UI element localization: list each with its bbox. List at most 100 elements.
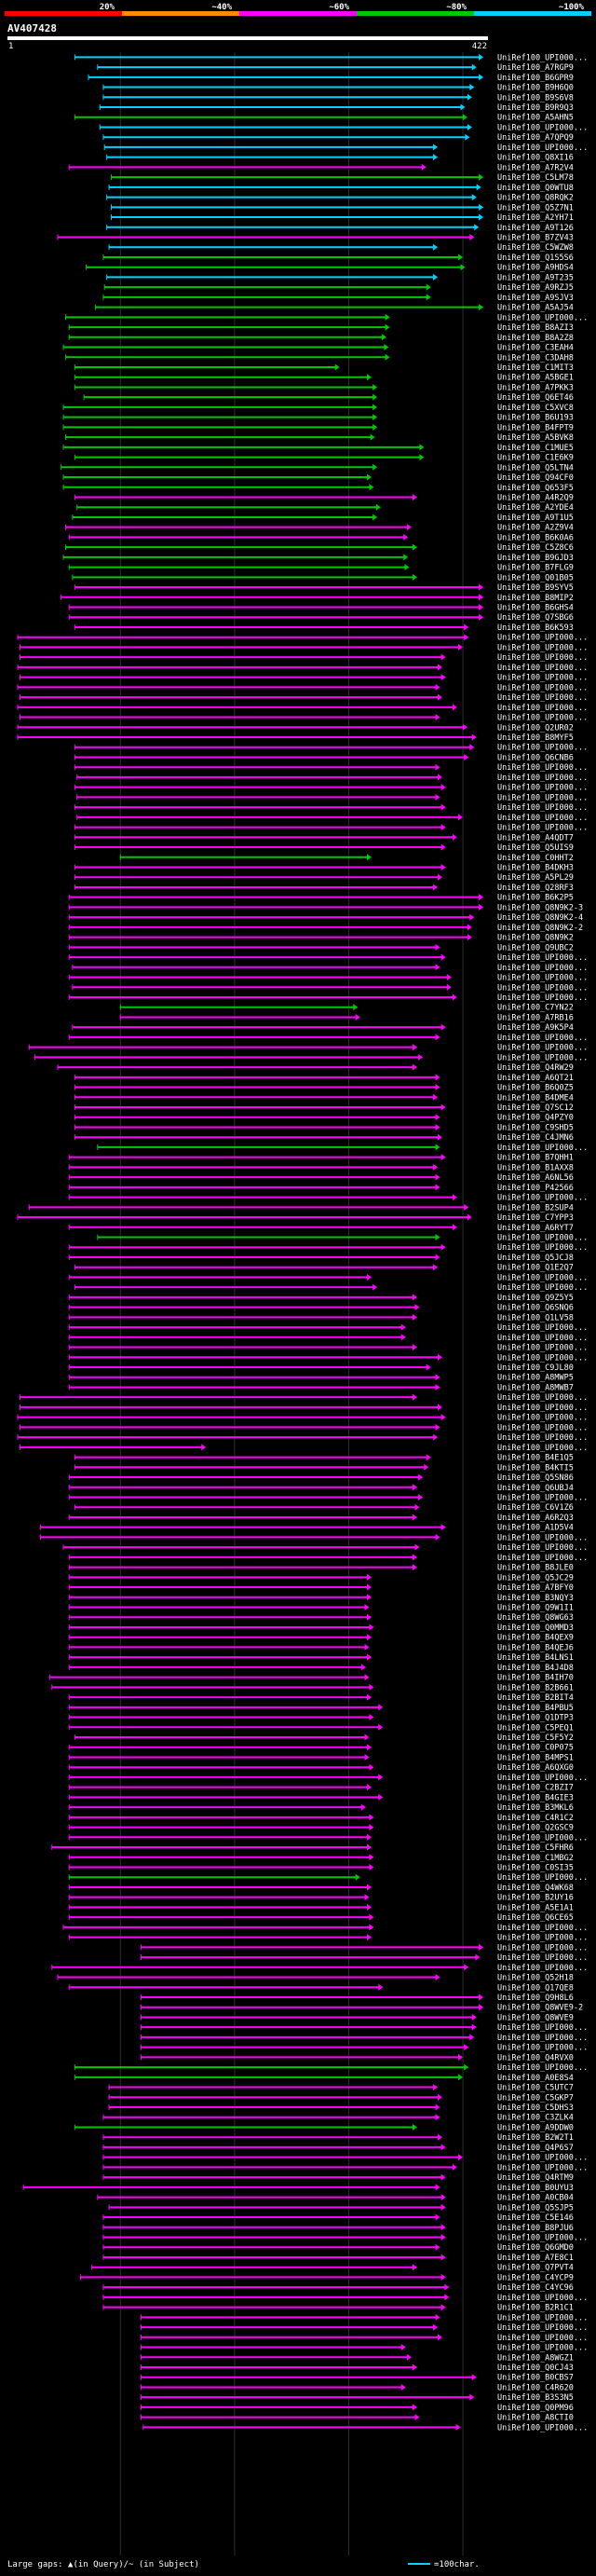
hit-label[interactable]: UniRef100_B4E1Q5	[497, 1454, 574, 1463]
hit-row[interactable]: UniRef100_B8MYF5	[17, 733, 574, 743]
hit-row[interactable]: UniRef100_P42566	[68, 1184, 574, 1193]
hit-label[interactable]: UniRef100_B9GJD3	[497, 554, 574, 563]
hit-row[interactable]: UniRef100_UPI000...	[19, 653, 588, 663]
hit-label[interactable]: UniRef100_UPI000...	[497, 2323, 588, 2333]
hit-row[interactable]: UniRef100_Q5SJP5	[108, 2203, 574, 2213]
hit-label[interactable]: UniRef100_B2R1C1	[497, 2304, 574, 2313]
hit-row[interactable]: UniRef100_B4LNS1	[68, 1653, 574, 1663]
hit-label[interactable]: UniRef100_B2BIT4	[497, 1693, 574, 1703]
hit-row[interactable]: UniRef100_Q653F5	[62, 484, 574, 493]
hit-row[interactable]: UniRef100_Q4RW29	[57, 1063, 574, 1073]
hit-label[interactable]: UniRef100_C4YC96	[497, 2283, 574, 2293]
hit-label[interactable]: UniRef100_B2B661	[497, 1683, 574, 1692]
hit-row[interactable]: UniRef100_UPI000...	[97, 1144, 588, 1153]
hit-row[interactable]: UniRef100_A7QPQ9	[102, 133, 574, 143]
hit-row[interactable]: UniRef100_B4PBU5	[68, 1704, 574, 1713]
hit-row[interactable]: UniRef100_UPI000...	[68, 1554, 588, 1563]
hit-row[interactable]: UniRef100_B4MPS1	[68, 1753, 574, 1762]
hit-label[interactable]: UniRef100_B4PBU5	[497, 1704, 574, 1713]
hit-label[interactable]: UniRef100_C7YN22	[497, 1004, 574, 1013]
hit-label[interactable]: UniRef100_Q4RTM9	[497, 2173, 574, 2183]
hit-label[interactable]: UniRef100_UPI000...	[497, 1423, 588, 1432]
hit-row[interactable]: UniRef100_Q5SN86	[68, 1473, 574, 1483]
hit-label[interactable]: UniRef100_C3EAH4	[497, 344, 574, 353]
hit-row[interactable]: UniRef100_UPI000...	[140, 2034, 588, 2043]
hit-label[interactable]: UniRef100_Q5SN86	[497, 1473, 574, 1483]
hit-label[interactable]: UniRef100_A9SJV3	[497, 294, 574, 303]
hit-label[interactable]: UniRef100_B7QHH1	[497, 1154, 574, 1163]
hit-label[interactable]: UniRef100_UPI000...	[497, 1833, 588, 1843]
hit-row[interactable]: UniRef100_C5F5Y2	[74, 1733, 574, 1743]
hit-label[interactable]: UniRef100_A6R2Q3	[497, 1514, 574, 1523]
hit-label[interactable]: UniRef100_C2BZI7	[497, 1784, 574, 1793]
hit-row[interactable]: UniRef100_B8A2Z8	[68, 334, 574, 343]
hit-row[interactable]: UniRef100_Q9H8L6	[140, 1994, 574, 2003]
hit-row[interactable]: UniRef100_Q5Z7N1	[111, 203, 574, 212]
hit-row[interactable]: UniRef100_UPI000...	[28, 1044, 588, 1053]
hit-row[interactable]: UniRef100_UPI000...	[76, 793, 588, 802]
hit-label[interactable]: UniRef100_Q4WK68	[497, 1884, 574, 1893]
hit-row[interactable]: UniRef100_A5PL29	[74, 873, 574, 883]
hit-label[interactable]: UniRef100_UPI000...	[497, 704, 588, 713]
hit-label[interactable]: UniRef100_Q5Z7N1	[497, 203, 574, 212]
hit-label[interactable]: UniRef100_B4FPT9	[497, 423, 574, 432]
hit-label[interactable]: UniRef100_C5E146	[497, 2213, 574, 2223]
hit-row[interactable]: UniRef100_UPI000...	[97, 1234, 588, 1243]
hit-label[interactable]: UniRef100_Q7SC12	[497, 1103, 574, 1113]
hit-label[interactable]: UniRef100_A7RB16	[497, 1013, 574, 1022]
hit-row[interactable]: UniRef100_Q0CJ43	[140, 2364, 574, 2373]
hit-row[interactable]: UniRef100_Q1E2Q7	[74, 1264, 574, 1273]
hit-row[interactable]: UniRef100_A5AHN5	[74, 114, 574, 123]
hit-row[interactable]: UniRef100_Q6CE65	[68, 1913, 574, 1923]
hit-label[interactable]: UniRef100_A1D5V4	[497, 1524, 574, 1533]
hit-row[interactable]: UniRef100_C0HHT2	[119, 854, 574, 863]
hit-row[interactable]: UniRef100_C0SI35	[68, 1863, 574, 1872]
hit-row[interactable]: UniRef100_UPI000...	[68, 993, 588, 1003]
hit-row[interactable]: UniRef100_UPI000...	[76, 774, 588, 783]
hit-label[interactable]: UniRef100_UPI000...	[497, 993, 588, 1003]
hit-label[interactable]: UniRef100_UPI000...	[497, 1924, 588, 1933]
hit-label[interactable]: UniRef100_Q0WTU8	[497, 184, 574, 193]
hit-label[interactable]: UniRef100_B2UY16	[497, 1894, 574, 1903]
hit-label[interactable]: UniRef100_Q8N9K2-4	[497, 913, 583, 923]
hit-row[interactable]: UniRef100_A9SJV3	[102, 294, 574, 303]
hit-row[interactable]: UniRef100_C9SHD5	[74, 1123, 574, 1132]
hit-row[interactable]: UniRef100_Q94CF0	[62, 473, 574, 483]
hit-label[interactable]: UniRef100_Q6ET46	[497, 393, 574, 403]
hit-label[interactable]: UniRef100_Q6CNB6	[497, 753, 574, 762]
hit-row[interactable]: UniRef100_Q01B05	[72, 573, 574, 582]
hit-label[interactable]: UniRef100_B6K0A6	[497, 533, 574, 542]
hit-label[interactable]: UniRef100_B4DKH3	[497, 863, 574, 872]
hit-label[interactable]: UniRef100_B6GHS4	[497, 604, 574, 613]
hit-row[interactable]: UniRef100_B4KTI5	[74, 1463, 574, 1473]
hit-row[interactable]: UniRef100_Q5UIS9	[74, 843, 574, 853]
hit-row[interactable]: UniRef100_UPI000...	[68, 1774, 588, 1783]
hit-label[interactable]: UniRef100_B4MPS1	[497, 1753, 574, 1762]
hit-label[interactable]: UniRef100_C0SI35	[497, 1863, 574, 1872]
hit-label[interactable]: UniRef100_UPI000...	[497, 774, 588, 783]
hit-label[interactable]: UniRef100_B4GIE3	[497, 1793, 574, 1802]
hit-label[interactable]: UniRef100_C5UTC7	[497, 2084, 574, 2093]
hit-label[interactable]: UniRef100_C0HHT2	[497, 854, 574, 863]
hit-label[interactable]: UniRef100_C6V1Z6	[497, 1503, 574, 1513]
hit-label[interactable]: UniRef100_UPI000...	[497, 2313, 588, 2323]
hit-row[interactable]: UniRef100_UPI000...	[65, 313, 589, 322]
hit-row[interactable]: UniRef100_UPI000...	[17, 634, 588, 643]
hit-label[interactable]: UniRef100_B6Q0Z5	[497, 1084, 574, 1093]
hit-label[interactable]: UniRef100_Q1DTP3	[497, 1714, 574, 1723]
hit-row[interactable]: UniRef100_A9DDW0	[74, 2123, 574, 2132]
hit-row[interactable]: UniRef100_B0CBS7	[140, 2374, 574, 2383]
hit-label[interactable]: UniRef100_UPI000...	[497, 683, 588, 692]
hit-row[interactable]: UniRef100_A8CTI0	[140, 2414, 574, 2423]
hit-row[interactable]: UniRef100_UPI000...	[140, 2044, 588, 2053]
hit-label[interactable]: UniRef100_UPI000...	[497, 1144, 588, 1153]
hit-row[interactable]: UniRef100_A0CB04	[97, 2194, 574, 2203]
hit-row[interactable]: UniRef100_Q6SNQ6	[68, 1304, 574, 1313]
hit-label[interactable]: UniRef100_UPI000...	[497, 643, 588, 652]
hit-label[interactable]: UniRef100_B8JLE0	[497, 1564, 574, 1573]
hit-row[interactable]: UniRef100_UPI000...	[68, 1323, 588, 1333]
hit-label[interactable]: UniRef100_C5LM78	[497, 173, 574, 183]
hit-row[interactable]: UniRef100_UPI000...	[19, 714, 588, 723]
hit-row[interactable]: UniRef100_Q9W1I1	[68, 1604, 574, 1613]
hit-row[interactable]: UniRef100_C0P075	[68, 1744, 574, 1753]
